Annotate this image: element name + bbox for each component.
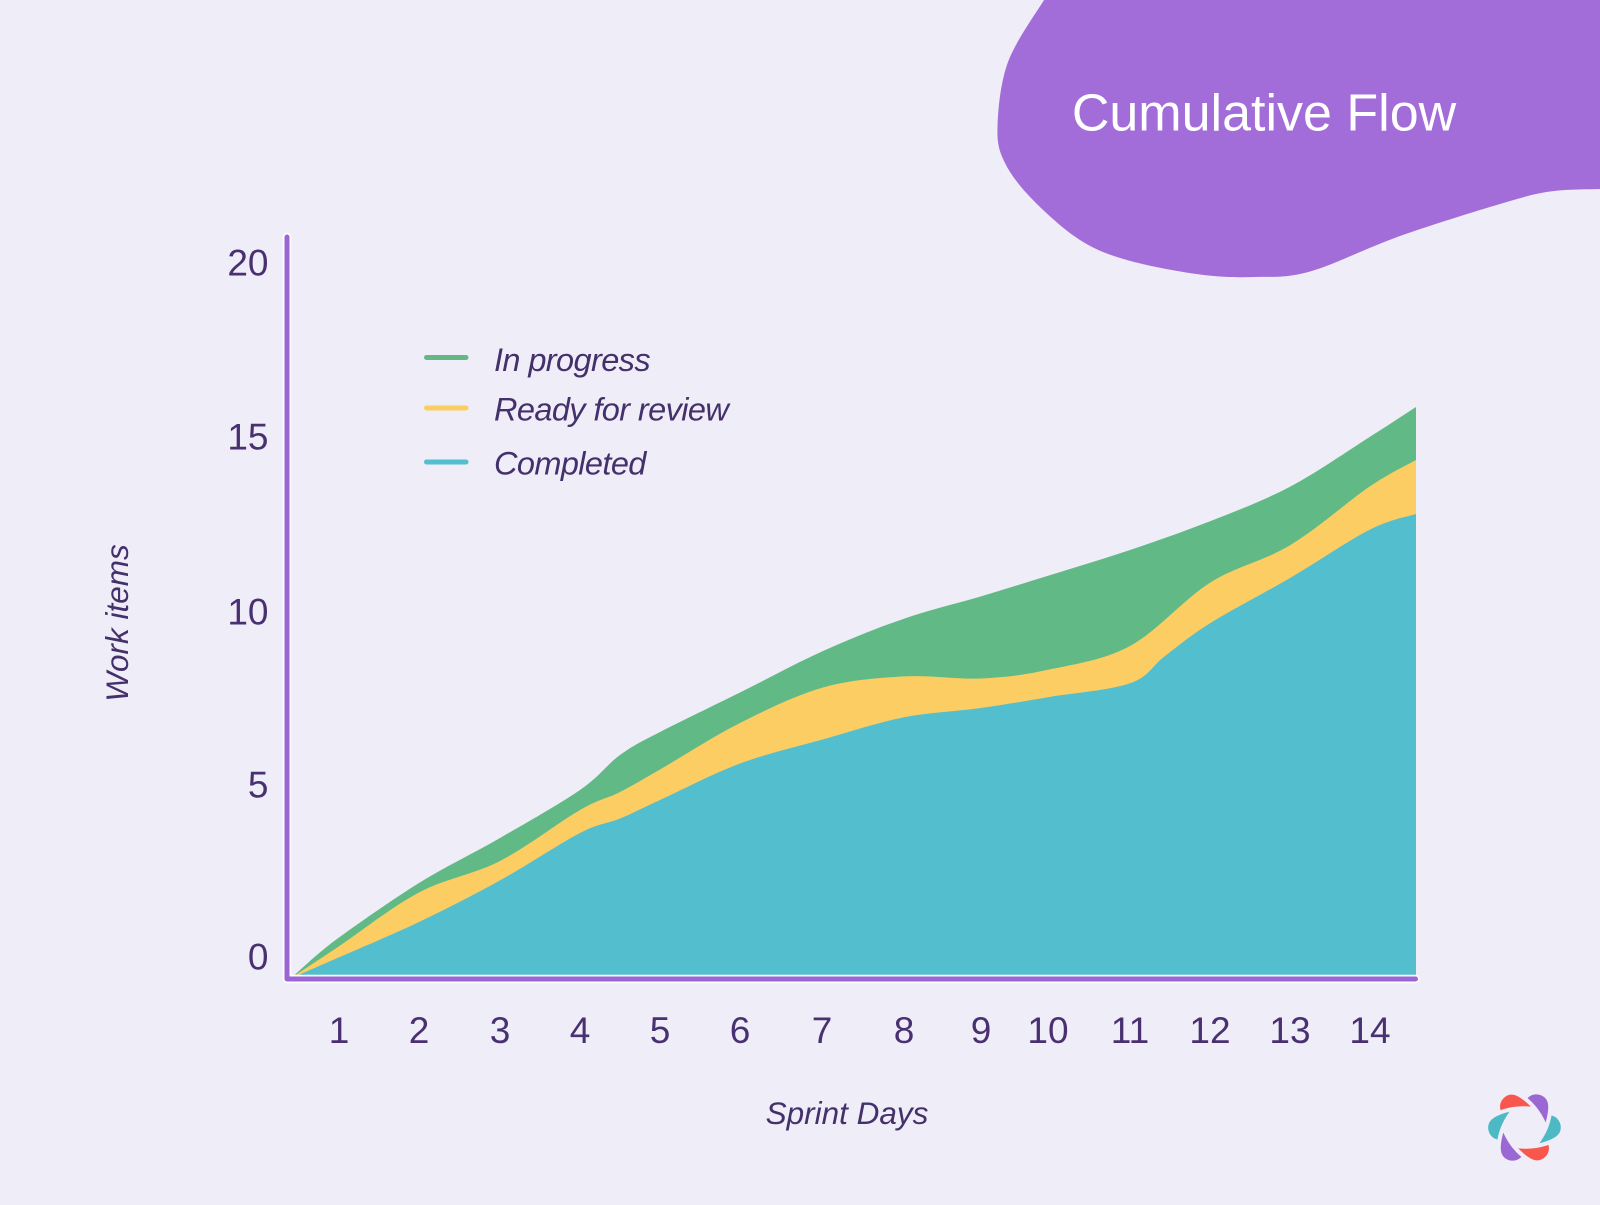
- svg-text:Completed: Completed: [494, 446, 647, 482]
- svg-text:10: 10: [1027, 1010, 1068, 1051]
- svg-text:Ready for review: Ready for review: [494, 392, 731, 428]
- svg-text:10: 10: [227, 592, 268, 633]
- svg-text:0: 0: [248, 937, 269, 978]
- svg-text:Cumulative Flow: Cumulative Flow: [1072, 85, 1457, 143]
- svg-text:7: 7: [812, 1010, 833, 1051]
- svg-text:13: 13: [1269, 1010, 1310, 1051]
- svg-text:4: 4: [570, 1010, 591, 1051]
- svg-text:12: 12: [1189, 1010, 1230, 1051]
- svg-text:9: 9: [971, 1010, 992, 1051]
- svg-text:15: 15: [227, 417, 268, 458]
- svg-text:2: 2: [409, 1010, 430, 1051]
- svg-text:5: 5: [248, 765, 269, 806]
- svg-text:Sprint Days: Sprint Days: [766, 1095, 929, 1131]
- svg-text:1: 1: [329, 1010, 350, 1051]
- svg-text:Work items: Work items: [99, 544, 135, 702]
- svg-text:6: 6: [730, 1010, 751, 1051]
- svg-text:8: 8: [894, 1010, 915, 1051]
- svg-text:5: 5: [650, 1010, 671, 1051]
- svg-text:14: 14: [1349, 1010, 1390, 1051]
- svg-text:3: 3: [490, 1010, 511, 1051]
- svg-text:20: 20: [227, 243, 268, 284]
- svg-text:11: 11: [1111, 1010, 1149, 1051]
- svg-text:In progress: In progress: [494, 342, 650, 378]
